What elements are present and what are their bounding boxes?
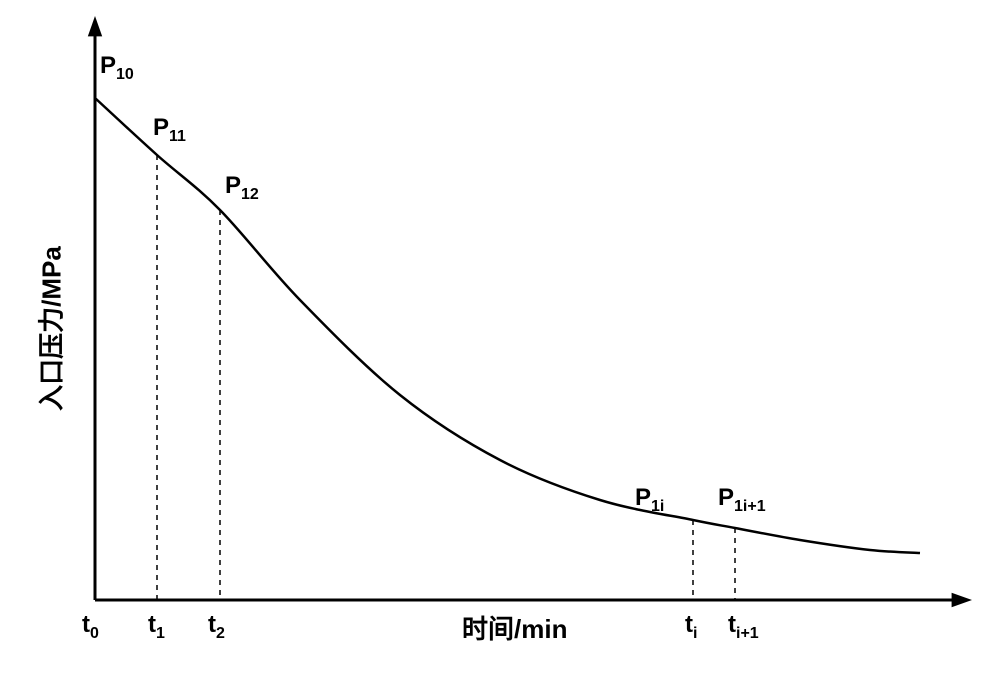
y-axis-arrow: [88, 16, 102, 36]
label-t0-main: t: [82, 611, 90, 638]
label-p10-main: P: [100, 52, 116, 79]
label-p1i: P1i: [635, 484, 664, 516]
label-p11-sub: 11: [169, 128, 186, 145]
label-p12-sub: 12: [241, 186, 259, 203]
label-ti: ti: [685, 611, 697, 643]
label-t1: t1: [148, 611, 165, 643]
x-axis-arrow: [952, 593, 972, 607]
label-p1i1-sub: 1i+1: [734, 498, 766, 515]
label-t1-main: t: [148, 611, 156, 638]
y-axis-label: 入口压力/MPa: [32, 239, 69, 419]
label-t0: t0: [82, 611, 99, 643]
label-p1i1: P1i+1: [718, 484, 766, 516]
label-p12-main: P: [225, 172, 241, 199]
label-p1i1-main: P: [718, 484, 734, 511]
chart-container: 入口压力/MPa 时间/min P10 P11 P12 P1i P1i+1 t0…: [0, 0, 1000, 691]
label-t0-sub: 0: [90, 625, 99, 642]
label-ti-sub: i: [693, 625, 697, 642]
label-ti-main: t: [685, 611, 693, 638]
label-t1-sub: 1: [156, 625, 165, 642]
label-p10: P10: [100, 52, 134, 84]
decay-curve: [95, 98, 920, 553]
label-p11: P11: [153, 114, 186, 146]
label-p12: P12: [225, 172, 259, 204]
chart-svg: [0, 0, 1000, 691]
label-p11-main: P: [153, 114, 169, 141]
label-p10-sub: 10: [116, 66, 134, 83]
x-axis-label: 时间/min: [462, 609, 567, 646]
label-p1i-main: P: [635, 484, 651, 511]
label-ti1: ti+1: [728, 611, 759, 643]
label-t2-main: t: [208, 611, 216, 638]
label-t2: t2: [208, 611, 225, 643]
label-t2-sub: 2: [216, 625, 225, 642]
label-ti1-main: t: [728, 611, 736, 638]
drop-lines-group: [157, 155, 735, 600]
label-p1i-sub: 1i: [651, 498, 664, 515]
label-ti1-sub: i+1: [736, 625, 759, 642]
